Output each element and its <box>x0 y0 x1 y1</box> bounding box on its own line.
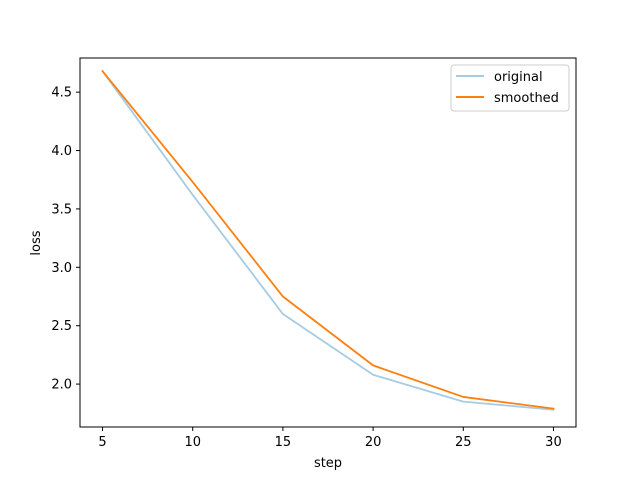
x-axis-label: step <box>314 456 342 471</box>
y-tick-label: 2.5 <box>51 319 72 334</box>
y-tick-label: 3.0 <box>51 261 72 276</box>
legend: original smoothed <box>450 64 570 112</box>
legend-label-original: original <box>494 70 543 85</box>
x-tick-label: 25 <box>455 435 472 450</box>
x-tick-label: 10 <box>184 435 201 450</box>
y-tick-label: 2.0 <box>51 378 72 393</box>
y-axis-label: loss <box>29 230 44 255</box>
x-axis-ticks: 5 10 15 20 25 30 <box>98 427 562 450</box>
y-axis-ticks: 2.0 2.5 3.0 3.5 4.0 4.5 <box>51 86 80 393</box>
y-tick-label: 4.0 <box>51 144 72 159</box>
x-tick-label: 30 <box>545 435 562 450</box>
y-tick-label: 3.5 <box>51 202 72 217</box>
x-tick-label: 5 <box>98 435 106 450</box>
x-tick-label: 20 <box>365 435 382 450</box>
y-tick-label: 4.5 <box>51 86 72 101</box>
series-layer <box>101 69 555 411</box>
plot-frame <box>79 57 577 428</box>
series-line-original <box>101 69 555 411</box>
legend-label-smoothed: smoothed <box>494 91 559 106</box>
series-line-smoothed <box>101 69 555 410</box>
x-tick-label: 15 <box>275 435 292 450</box>
